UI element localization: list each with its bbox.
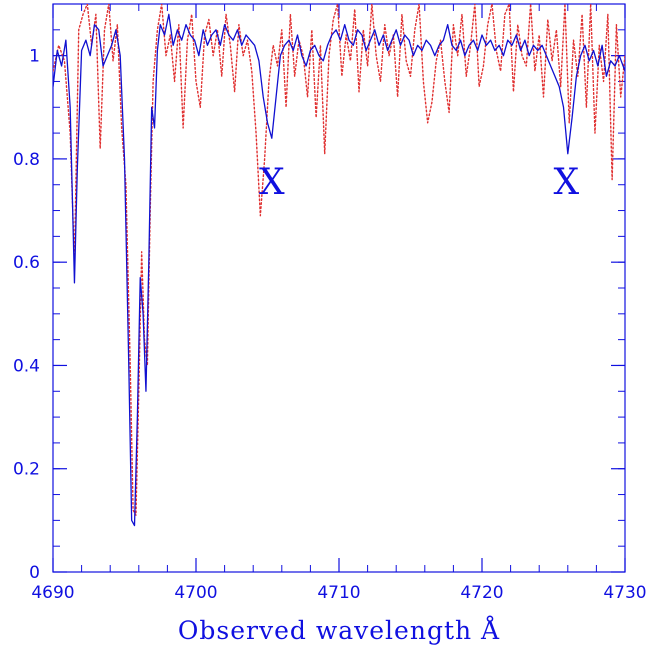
y-tick-label: 0.6 bbox=[13, 253, 40, 273]
x-axis-title: Observed wavelength Å bbox=[178, 615, 500, 645]
x-tick-label: 4730 bbox=[603, 583, 646, 603]
plot-frame bbox=[52, 3, 626, 573]
x-tick-label: 4700 bbox=[174, 583, 217, 603]
x-tick-label: 4720 bbox=[460, 583, 503, 603]
series-layer bbox=[53, 4, 625, 527]
y-tick-label: 0.8 bbox=[13, 150, 40, 170]
x-tick-labels: 4690 4700 4710 4720 4730 bbox=[31, 583, 646, 603]
major-ticks bbox=[52, 4, 626, 573]
series-line-dotted bbox=[53, 4, 625, 516]
annotation-x-marker: X bbox=[259, 162, 285, 203]
y-tick-label: 1 bbox=[29, 47, 40, 67]
series-line-solid bbox=[53, 13, 625, 527]
y-tick-label: 0.2 bbox=[13, 460, 40, 480]
y-tick-label: 0 bbox=[29, 563, 40, 583]
x-tick-label: 4690 bbox=[31, 583, 74, 603]
y-tick-label: 0.4 bbox=[13, 356, 40, 376]
minor-ticks bbox=[52, 3, 626, 573]
annotation-x-marker: X bbox=[554, 162, 580, 203]
x-tick-label: 4710 bbox=[317, 583, 360, 603]
y-tick-labels: 0 0.2 0.4 0.6 0.8 1 bbox=[13, 47, 40, 583]
